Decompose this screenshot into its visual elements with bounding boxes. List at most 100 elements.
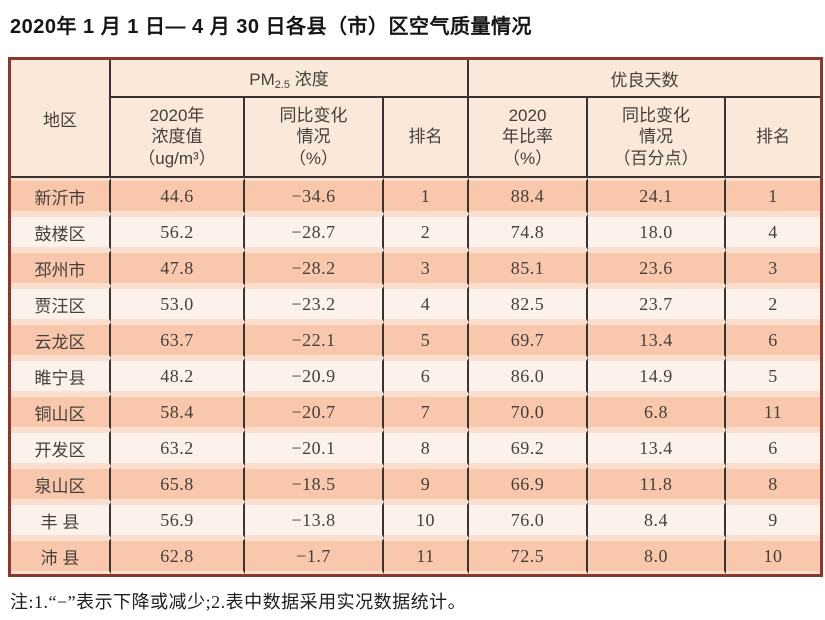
pm25-rank-cell: 11	[384, 538, 470, 574]
region-cell: 新沂市	[11, 178, 111, 214]
pm25-label-suffix: 浓度	[290, 70, 329, 89]
pm25-value-cell: 65.8	[111, 466, 245, 502]
table-row: 开发区 63.2 −20.1 8 69.2 13.4 6	[11, 430, 821, 466]
good-rank-cell: 11	[726, 394, 821, 430]
good-change-cell: 24.1	[588, 178, 727, 214]
pm25-rank-cell: 6	[384, 358, 470, 394]
good-rank-cell: 8	[726, 466, 821, 502]
good-rank-cell: 2	[726, 286, 821, 322]
table-row: 云龙区 63.7 −22.1 5 69.7 13.4 6	[11, 322, 821, 358]
good-rate-cell: 85.1	[469, 250, 589, 286]
pm25-change-cell: −23.2	[245, 286, 384, 322]
good-rank-header: 排名	[726, 98, 821, 178]
pm25-value-cell: 47.8	[111, 250, 245, 286]
pm25-change-cell: −28.7	[245, 214, 384, 250]
good-rate-cell: 76.0	[469, 502, 589, 538]
table-row: 新沂市 44.6 −34.6 1 88.4 24.1 1	[11, 178, 821, 214]
page-title: 2020年 1 月 1 日— 4 月 30 日各县（市）区空气质量情况	[10, 16, 533, 38]
pm25-value-cell: 58.4	[111, 394, 245, 430]
pm25-value-cell: 44.6	[111, 178, 245, 214]
pm25-label-subscript: 2.5	[274, 79, 291, 91]
table-footnote: 注:1.“−”表示下降或减少;2.表中数据采用实况数据统计。	[10, 592, 467, 612]
pm25-change-cell: −20.1	[245, 430, 384, 466]
good-rank-cell: 10	[726, 538, 821, 574]
good-change-cell: 18.0	[588, 214, 727, 250]
table-row: 铜山区 58.4 −20.7 7 70.0 6.8 11	[11, 394, 821, 430]
pm25-change-cell: −28.2	[245, 250, 384, 286]
pm25-change-cell: −18.5	[245, 466, 384, 502]
pm25-value-cell: 56.9	[111, 502, 245, 538]
good-change-cell: 8.0	[588, 538, 727, 574]
pm25-value-cell: 63.2	[111, 430, 245, 466]
good-change-cell: 23.6	[588, 250, 727, 286]
pm25-value-cell: 63.7	[111, 322, 245, 358]
air-quality-table: 地区 PM2.5 浓度 优良天数 2020年 浓度值 （ug/m³） 同比变化 …	[8, 57, 824, 577]
pm25-change-cell: −20.9	[245, 358, 384, 394]
region-cell: 云龙区	[11, 322, 111, 358]
pm25-rank-cell: 2	[384, 214, 470, 250]
pm25-change-cell: −22.1	[245, 322, 384, 358]
pm25-label-prefix: PM	[249, 70, 275, 89]
region-cell: 沛 县	[11, 538, 111, 574]
region-cell: 睢宁县	[11, 358, 111, 394]
good-rate-cell: 72.5	[469, 538, 589, 574]
good-change-cell: 8.4	[588, 502, 727, 538]
region-cell: 丰 县	[11, 502, 111, 538]
pm25-rank-cell: 9	[384, 466, 470, 502]
pm25-value-cell: 53.0	[111, 286, 245, 322]
table-body: 新沂市 44.6 −34.6 1 88.4 24.1 1 鼓楼区 56.2 −28.7 2 74.8 1…	[11, 178, 821, 574]
table-row: 沛 县 62.8 −1.7 11 72.5 8.0 10	[11, 538, 821, 574]
region-cell: 开发区	[11, 430, 111, 466]
region-cell: 泉山区	[11, 466, 111, 502]
table-header: 地区 PM2.5 浓度 优良天数 2020年 浓度值 （ug/m³） 同比变化 …	[11, 60, 821, 178]
region-cell: 铜山区	[11, 394, 111, 430]
pm25-rank-cell: 5	[384, 322, 470, 358]
good-change-header: 同比变化 情况 （百分点）	[588, 98, 727, 178]
good-rank-cell: 9	[726, 502, 821, 538]
good-rate-cell: 88.4	[469, 178, 589, 214]
good-change-cell: 13.4	[588, 430, 727, 466]
pm25-rank-cell: 3	[384, 250, 470, 286]
pm25-change-cell: −1.7	[245, 538, 384, 574]
pm25-value-header: 2020年 浓度值 （ug/m³）	[111, 98, 245, 178]
good-change-cell: 6.8	[588, 394, 727, 430]
good-rate-cell: 69.2	[469, 430, 589, 466]
good-rank-cell: 6	[726, 322, 821, 358]
good-change-cell: 13.4	[588, 322, 727, 358]
table-row: 丰 县 56.9 −13.8 10 76.0 8.4 9	[11, 502, 821, 538]
pm25-change-header: 同比变化 情况 （%）	[245, 98, 384, 178]
table-row: 泉山区 65.8 −18.5 9 66.9 11.8 8	[11, 466, 821, 502]
good-rate-cell: 66.9	[469, 466, 589, 502]
table-row: 邳州市 47.8 −28.2 3 85.1 23.6 3	[11, 250, 821, 286]
region-column-header: 地区	[11, 60, 111, 178]
header-sub-row: 2020年 浓度值 （ug/m³） 同比变化 情况 （%） 排名 2020 年比…	[11, 98, 821, 178]
region-cell: 贾汪区	[11, 286, 111, 322]
table-row: 贾汪区 53.0 −23.2 4 82.5 23.7 2	[11, 286, 821, 322]
pm25-rank-cell: 1	[384, 178, 470, 214]
pm25-change-cell: −20.7	[245, 394, 384, 430]
good-rank-cell: 3	[726, 250, 821, 286]
pm25-change-cell: −34.6	[245, 178, 384, 214]
table-row: 鼓楼区 56.2 −28.7 2 74.8 18.0 4	[11, 214, 821, 250]
good-rate-cell: 74.8	[469, 214, 589, 250]
good-change-cell: 14.9	[588, 358, 727, 394]
pm25-value-cell: 56.2	[111, 214, 245, 250]
table-row: 睢宁县 48.2 −20.9 6 86.0 14.9 5	[11, 358, 821, 394]
good-rate-header: 2020 年比率 （%）	[469, 98, 589, 178]
pm25-rank-cell: 7	[384, 394, 470, 430]
good-rank-cell: 4	[726, 214, 821, 250]
header-group-row: 地区 PM2.5 浓度 优良天数	[11, 60, 821, 178]
good-rank-cell: 5	[726, 358, 821, 394]
good-rate-cell: 82.5	[469, 286, 589, 322]
pm25-rank-header: 排名	[384, 98, 470, 178]
good-change-cell: 23.7	[588, 286, 727, 322]
pm25-value-cell: 48.2	[111, 358, 245, 394]
good-days-group-header: 优良天数	[469, 60, 821, 98]
good-rate-cell: 70.0	[469, 394, 589, 430]
good-change-cell: 11.8	[588, 466, 727, 502]
pm25-rank-cell: 10	[384, 502, 470, 538]
good-rank-cell: 1	[726, 178, 821, 214]
region-cell: 鼓楼区	[11, 214, 111, 250]
pm25-rank-cell: 8	[384, 430, 470, 466]
